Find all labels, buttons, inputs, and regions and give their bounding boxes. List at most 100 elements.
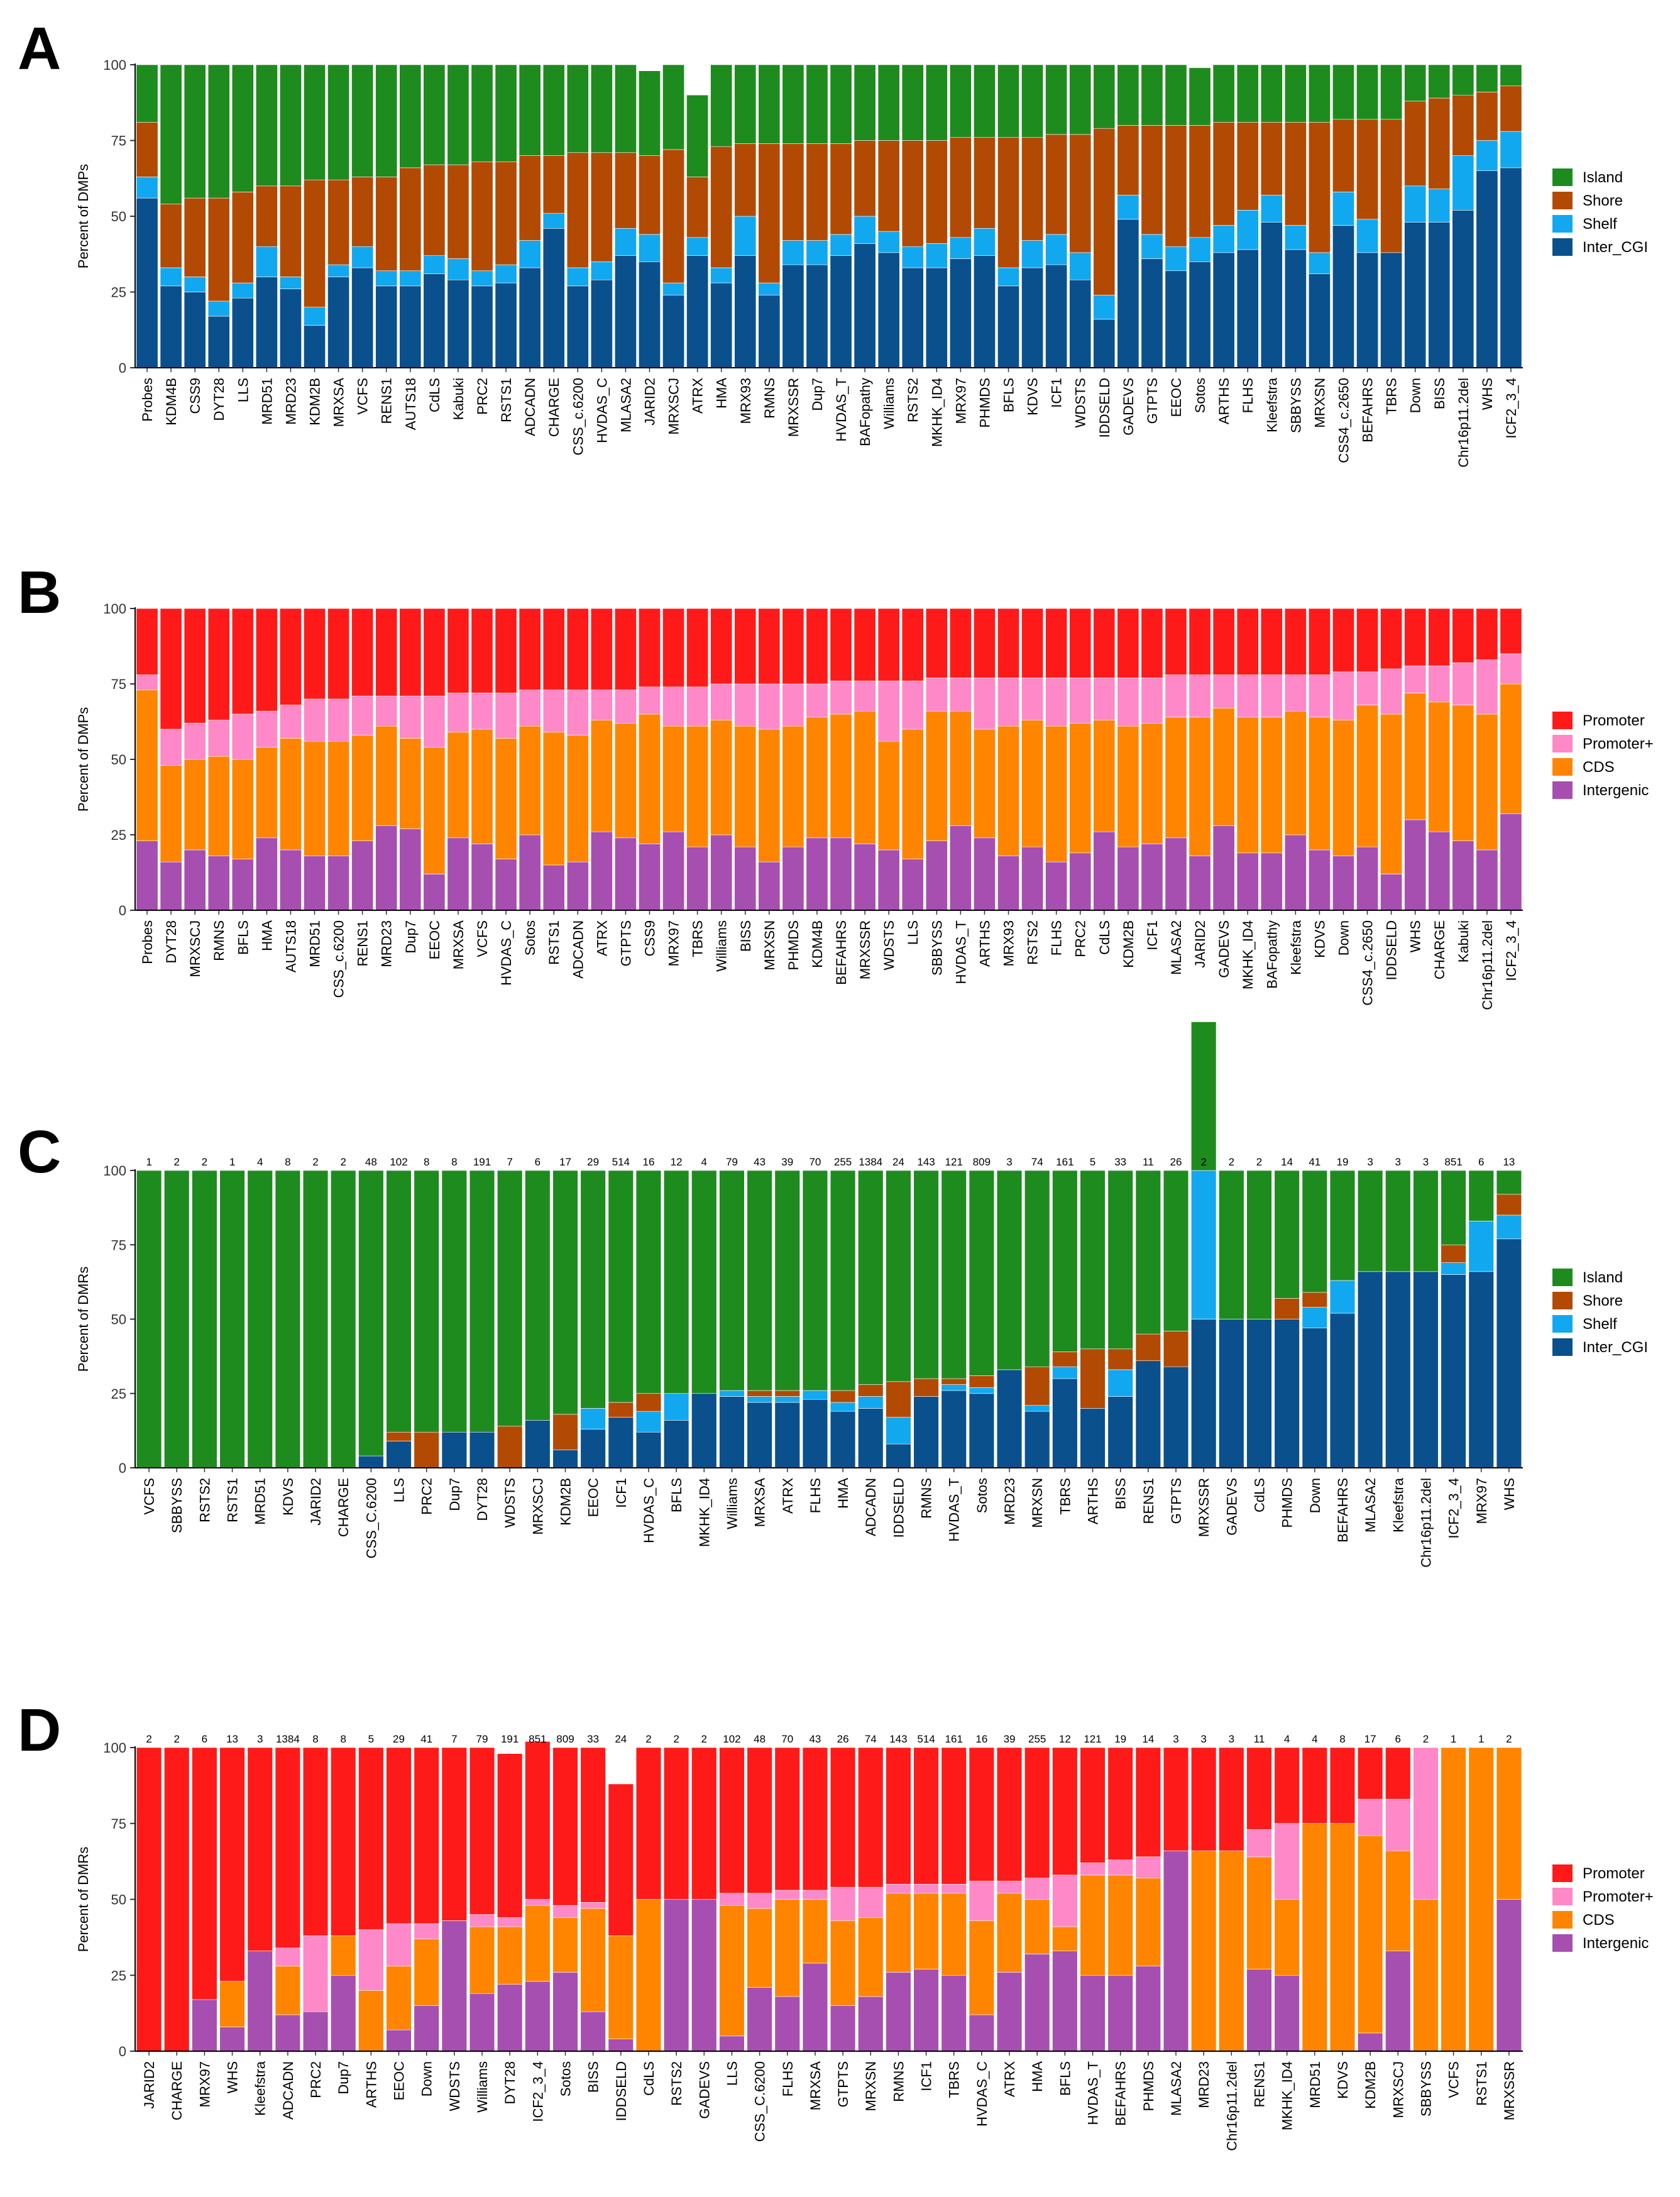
bar-wdsts (497, 1170, 523, 1468)
bar-segment-promoter (399, 608, 422, 697)
bar-segment-island (1404, 64, 1427, 102)
x-tick-label: ADCADN (280, 2061, 296, 2120)
bar-rsts1 (219, 1170, 245, 1468)
x-tick-label: GADEVS (696, 2061, 712, 2119)
bar-segment-intergenic (580, 2011, 606, 2052)
x-tick-label: WDSTS (502, 1478, 518, 1528)
bar-segment-promoter (941, 1747, 967, 1885)
bar-rsts2 (1021, 608, 1044, 911)
x-tick-label: VCFS (1446, 2061, 1462, 2098)
bar-segment-promoter (925, 678, 948, 712)
y-tick-label: 50 (111, 1312, 126, 1328)
bar-segment-promoter (858, 1747, 884, 1888)
bar-segment-shelf (1476, 140, 1498, 172)
bar-gadevs (1212, 608, 1235, 911)
bar-segment-shore (519, 155, 541, 241)
bar-count-label: 102 (390, 1156, 407, 1168)
x-tick-label: ICF1 (613, 1478, 629, 1508)
bar-segment-cds (719, 1905, 745, 2037)
x-tick-label: KDVS (280, 1478, 296, 1516)
bar-segment-intergenic (747, 1987, 772, 2052)
bar-mkhk-id4 (1274, 1747, 1300, 2052)
bar-segment-island (858, 1170, 884, 1385)
bar-segment-shelf (1468, 1221, 1494, 1272)
x-tick-label: ICF2_3_4 (530, 2061, 546, 2122)
bar-segment-promoter (996, 1747, 1023, 1881)
bar-jarid2 (136, 1747, 162, 2052)
bar-count-label: 43 (754, 1156, 766, 1168)
bar-segment-inter-cgi (663, 1420, 689, 1468)
bar-hvdas-t (1080, 1747, 1106, 2052)
bar-segment-cds (1069, 723, 1092, 854)
bar-segment-intergenic (719, 2035, 745, 2052)
bar-wdsts (877, 608, 900, 911)
bar-segment-promoter (351, 608, 374, 697)
bar-segment-island (247, 1170, 273, 1468)
x-tick-label: KDM2B (1363, 2061, 1378, 2109)
bar-segment-promoter (1052, 1747, 1078, 1876)
x-tick-label: MRD23 (379, 920, 395, 967)
bar-segment-island (375, 64, 398, 177)
bar-segment-island (399, 64, 422, 168)
y-axis-label: Percent of DMPs (75, 164, 91, 268)
bar-segment-inter-cgi (423, 273, 446, 368)
bar-segment-inter-cgi (639, 261, 661, 368)
bar-segment-promoter (1135, 1747, 1161, 1858)
bar-count-label: 70 (781, 1733, 793, 1745)
bar-segment-cds (1385, 1850, 1411, 1951)
x-tick-label: KDM2B (1121, 920, 1136, 968)
bar-count-label: 255 (834, 1156, 852, 1168)
bar-segment-promoter (614, 608, 637, 690)
bar-segment-promoter (662, 608, 684, 688)
bar-segment-island (877, 64, 900, 141)
bar-segment-shore (1045, 134, 1068, 235)
x-tick-label: BISS (738, 920, 754, 952)
bar-segment-inter-cgi (1404, 222, 1427, 368)
bar-segment-intergenic (1308, 849, 1331, 911)
bar-segment-island (1452, 64, 1474, 96)
bar-segment-shore (830, 1390, 856, 1403)
bar-segment-promoter (1380, 608, 1403, 669)
x-tick-label: WDSTS (1073, 378, 1089, 427)
bar-count-label: 8 (340, 1733, 346, 1745)
bar-segment-island (1274, 1170, 1300, 1299)
bar-segment-island (1141, 64, 1163, 126)
bar-mrd51 (1302, 1747, 1327, 2052)
bar-segment-shore (886, 1381, 911, 1418)
bar-segment-promoter (691, 1747, 717, 1900)
bar-segment-island (1332, 64, 1354, 120)
bar-segment-intergenic (969, 2014, 995, 2052)
bar-segment-promoter (375, 608, 398, 697)
bar-count-label: 6 (1395, 1733, 1401, 1745)
bar-count-label: 143 (889, 1733, 907, 1745)
bar-segment-inter-cgi (941, 1390, 967, 1468)
bar-segment-island (1357, 1170, 1383, 1272)
y-tick-label: 0 (119, 2044, 126, 2059)
x-tick-label: MRXSN (863, 2061, 879, 2111)
bar-segment-intergenic (1246, 1969, 1272, 2052)
bar-segment-shelf (901, 246, 924, 268)
x-tick-label: BAFopathy (857, 378, 873, 446)
x-tick-label: MRD23 (1002, 1478, 1018, 1525)
bar-segment-promoter (1246, 1829, 1272, 1858)
bar-segment-promoter (734, 683, 757, 727)
bar-segment-inter-cgi (1189, 261, 1211, 368)
legend-swatch-intergenic (1552, 1934, 1573, 1952)
bar-segment-island (1212, 64, 1235, 123)
bar-gtpts (1141, 64, 1163, 368)
x-tick-label: RSTS2 (1025, 920, 1041, 965)
bar-segment-cds (1357, 1835, 1383, 2034)
bar-segment-inter-cgi (1165, 270, 1187, 368)
bar-segment-cds (1117, 725, 1139, 847)
bar-arths (1080, 1170, 1106, 1468)
bar-segment-inter-cgi (358, 1455, 384, 1468)
bar-rmns (886, 1747, 911, 2052)
bar-segment-shore (1135, 1333, 1161, 1362)
bar-segment-island (255, 64, 278, 187)
bar-segment-shore (1024, 1366, 1050, 1406)
bar-sbbyss (925, 608, 948, 911)
bar-segment-promoter (802, 1890, 828, 1900)
bar-segment-inter-cgi (925, 267, 948, 368)
bar-segment-intergenic (877, 849, 900, 911)
bar-segment-inter-cgi (1452, 210, 1474, 368)
